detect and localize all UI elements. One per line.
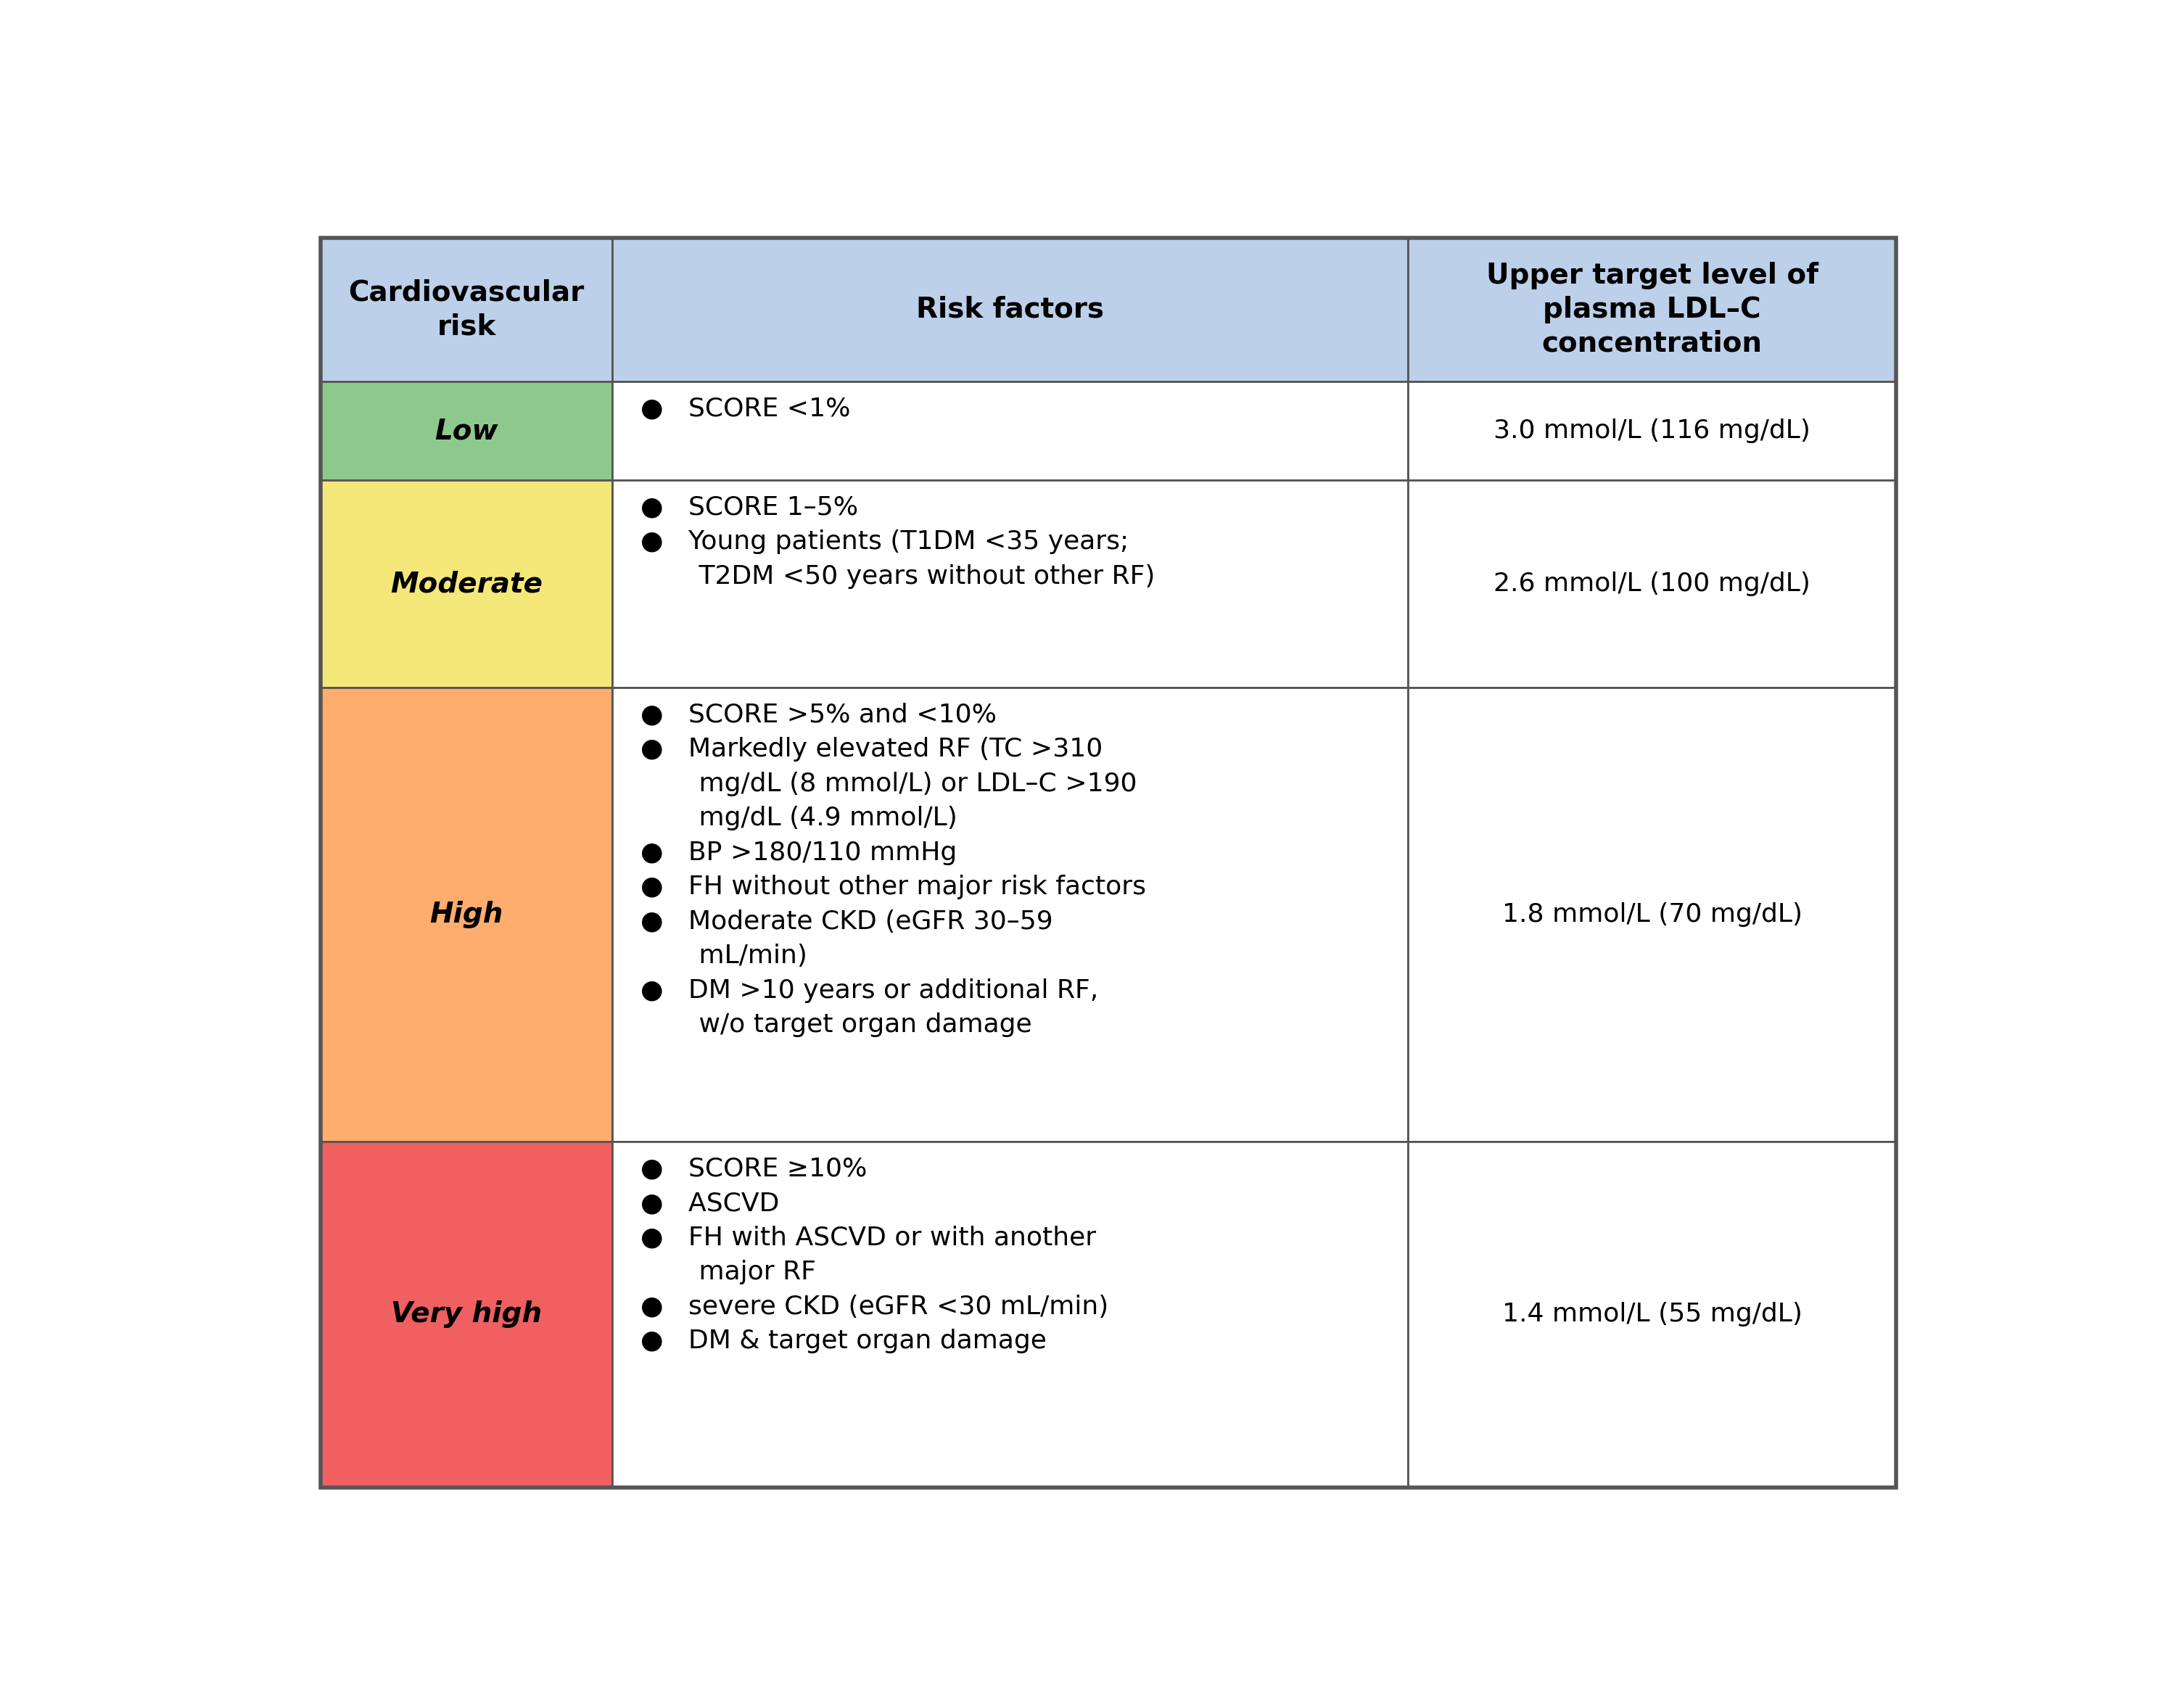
Bar: [1408, 1141, 1897, 1488]
Text: 2.6 mmol/L (100 mg/dL): 2.6 mmol/L (100 mg/dL): [1495, 572, 1810, 596]
Bar: [612, 480, 1408, 688]
Bar: [1408, 480, 1897, 688]
Text: Moderate: Moderate: [389, 570, 543, 598]
Bar: [612, 688, 1408, 1141]
Text: 3.0 mmol/L (116 mg/dL): 3.0 mmol/L (116 mg/dL): [1495, 418, 1810, 442]
Bar: [320, 237, 612, 381]
Bar: [320, 480, 612, 688]
Text: ●   SCORE ≥10%
●   ASCVD
●   FH with ASCVD or with another
       major RF
●   s: ● SCORE ≥10% ● ASCVD ● FH with ASCVD or …: [640, 1156, 1110, 1354]
Bar: [612, 237, 1408, 381]
Text: ●   SCORE >5% and <10%
●   Markedly elevated RF (TC >310
       mg/dL (8 mmol/L): ● SCORE >5% and <10% ● Markedly elevated…: [640, 702, 1146, 1037]
Bar: [1408, 237, 1897, 381]
Text: High: High: [430, 900, 504, 929]
Text: Very high: Very high: [392, 1301, 543, 1329]
Text: Cardiovascular
risk: Cardiovascular risk: [348, 278, 584, 340]
Bar: [1408, 688, 1897, 1141]
Text: Risk factors: Risk factors: [917, 295, 1103, 323]
Bar: [1408, 381, 1897, 480]
Text: ●   SCORE 1–5%
●   Young patients (T1DM <35 years;
       T2DM <50 years without: ● SCORE 1–5% ● Young patients (T1DM <35 …: [640, 495, 1155, 589]
Text: Upper target level of
plasma LDL–C
concentration: Upper target level of plasma LDL–C conce…: [1486, 261, 1819, 357]
Bar: [320, 688, 612, 1141]
Bar: [612, 1141, 1408, 1488]
Bar: [320, 381, 612, 480]
Bar: [320, 1141, 612, 1488]
Text: 1.4 mmol/L (55 mg/dL): 1.4 mmol/L (55 mg/dL): [1501, 1301, 1802, 1327]
Text: 1.8 mmol/L (70 mg/dL): 1.8 mmol/L (70 mg/dL): [1501, 902, 1802, 927]
Text: Low: Low: [435, 417, 497, 444]
Bar: [612, 381, 1408, 480]
Text: ●   SCORE <1%: ● SCORE <1%: [640, 396, 850, 422]
